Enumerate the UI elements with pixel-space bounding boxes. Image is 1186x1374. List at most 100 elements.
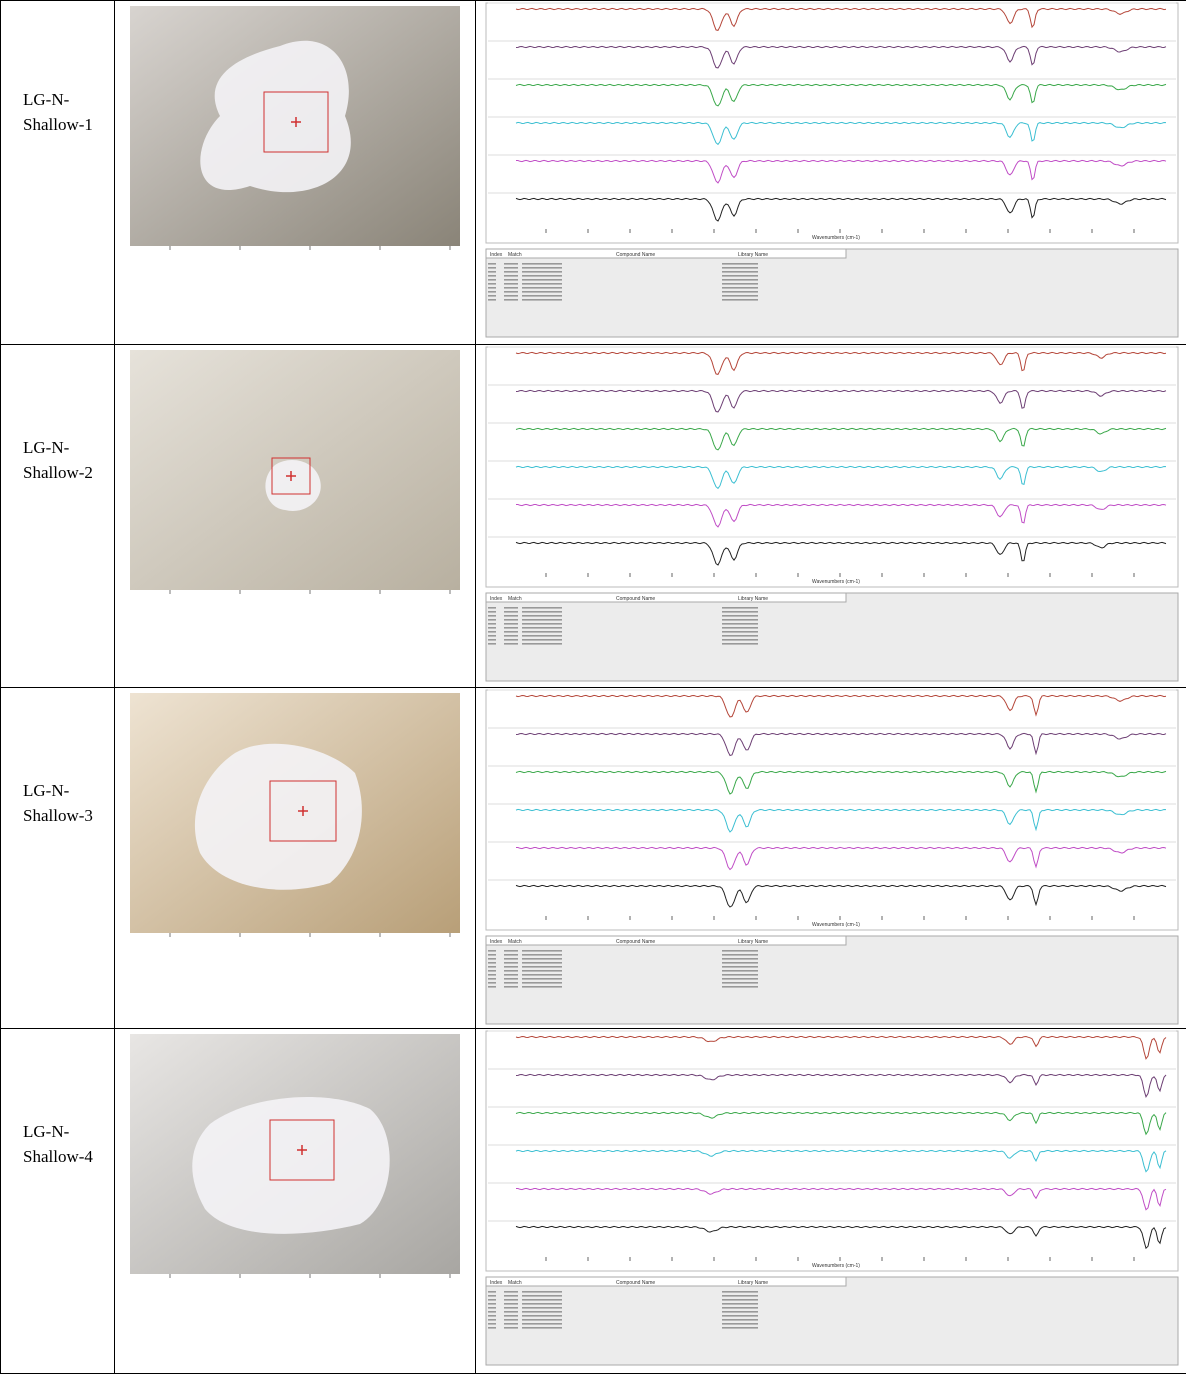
blurred-text: [488, 631, 496, 633]
blurred-text: [488, 619, 496, 621]
blurred-text: [504, 263, 518, 265]
photo: [130, 1034, 460, 1278]
results-header-text: Match: [508, 596, 522, 602]
blurred-text: [504, 970, 518, 972]
blurred-text: [722, 271, 758, 273]
blurred-text: [488, 623, 496, 625]
results-header: [486, 249, 846, 258]
blurred-text: [504, 627, 518, 629]
blurred-text: [504, 639, 518, 641]
blurred-text: [522, 607, 562, 609]
blurred-text: [722, 1295, 758, 1297]
blurred-text: [722, 966, 758, 968]
blurred-text: [488, 635, 496, 637]
blurred-text: [722, 295, 758, 297]
blurred-text: [504, 619, 518, 621]
blurred-text: [522, 623, 562, 625]
blurred-text: [722, 1291, 758, 1293]
blurred-text: [522, 299, 562, 301]
blurred-text: [504, 607, 518, 609]
results-header-text: Library Name: [738, 596, 768, 602]
blurred-text: [722, 639, 758, 641]
blurred-text: [504, 267, 518, 269]
blurred-text: [488, 643, 496, 645]
results-header-text: Compound Name: [616, 1280, 655, 1286]
blurred-text: [488, 954, 496, 956]
blurred-text: [504, 1295, 518, 1297]
blurred-text: [488, 962, 496, 964]
sample-label: LG-N-Shallow-4: [1, 1119, 93, 1169]
particle: [195, 744, 362, 890]
x-axis-label: Wavenumbers (cm-1): [812, 235, 860, 241]
blurred-text: [722, 1323, 758, 1325]
blurred-text: [504, 643, 518, 645]
blurred-text: [522, 627, 562, 629]
blurred-text: [488, 267, 496, 269]
blurred-text: [722, 1303, 758, 1305]
blurred-text: [722, 1311, 758, 1313]
results-header-text: Index: [490, 596, 503, 602]
blurred-text: [522, 1291, 562, 1293]
blurred-text: [488, 970, 496, 972]
blurred-text: [522, 1299, 562, 1301]
blurred-text: [504, 283, 518, 285]
image-cell: [115, 1029, 476, 1374]
blurred-text: [488, 279, 496, 281]
blurred-text: [488, 1311, 496, 1313]
blurred-text: [488, 1315, 496, 1317]
results-header: [486, 1277, 846, 1286]
blurred-text: [488, 263, 496, 265]
blurred-text: [504, 962, 518, 964]
blurred-text: [522, 1311, 562, 1313]
blurred-text: [522, 271, 562, 273]
blurred-text: [504, 635, 518, 637]
results-header-text: Library Name: [738, 939, 768, 945]
blurred-text: [722, 635, 758, 637]
blurred-text: [722, 267, 758, 269]
blurred-text: [504, 982, 518, 984]
blurred-text: [722, 982, 758, 984]
sample-label: LG-N-Shallow-1: [1, 87, 93, 137]
blurred-text: [722, 607, 758, 609]
blurred-text: [488, 275, 496, 277]
blurred-text: [522, 615, 562, 617]
blurred-text: [722, 1327, 758, 1329]
blurred-text: [504, 954, 518, 956]
blurred-text: [488, 982, 496, 984]
blurred-text: [522, 267, 562, 269]
results-panel: [486, 936, 1178, 1024]
blurred-text: [504, 287, 518, 289]
microscope-image: [115, 345, 473, 687]
blurred-text: [722, 627, 758, 629]
results-header-text: Match: [508, 939, 522, 945]
blurred-text: [504, 295, 518, 297]
label-cell: LG-N-Shallow-2: [1, 345, 115, 688]
blurred-text: [722, 958, 758, 960]
results-header-text: Index: [490, 1280, 503, 1286]
results-panel: [486, 1277, 1178, 1365]
blurred-text: [722, 299, 758, 301]
label-cell: LG-N-Shallow-3: [1, 688, 115, 1029]
blurred-text: [488, 271, 496, 273]
blurred-text: [504, 974, 518, 976]
results-header-text: Match: [508, 252, 522, 258]
blurred-text: [722, 974, 758, 976]
blurred-text: [522, 970, 562, 972]
blurred-text: [504, 966, 518, 968]
blurred-text: [488, 1323, 496, 1325]
blurred-text: [722, 950, 758, 952]
blurred-text: [522, 950, 562, 952]
blurred-text: [488, 287, 496, 289]
blurred-text: [722, 978, 758, 980]
blurred-text: [488, 1291, 496, 1293]
blurred-text: [722, 970, 758, 972]
blurred-text: [488, 950, 496, 952]
blurred-text: [522, 1303, 562, 1305]
blurred-text: [504, 611, 518, 613]
blurred-text: [522, 954, 562, 956]
blurred-text: [504, 279, 518, 281]
blurred-text: [522, 1323, 562, 1325]
